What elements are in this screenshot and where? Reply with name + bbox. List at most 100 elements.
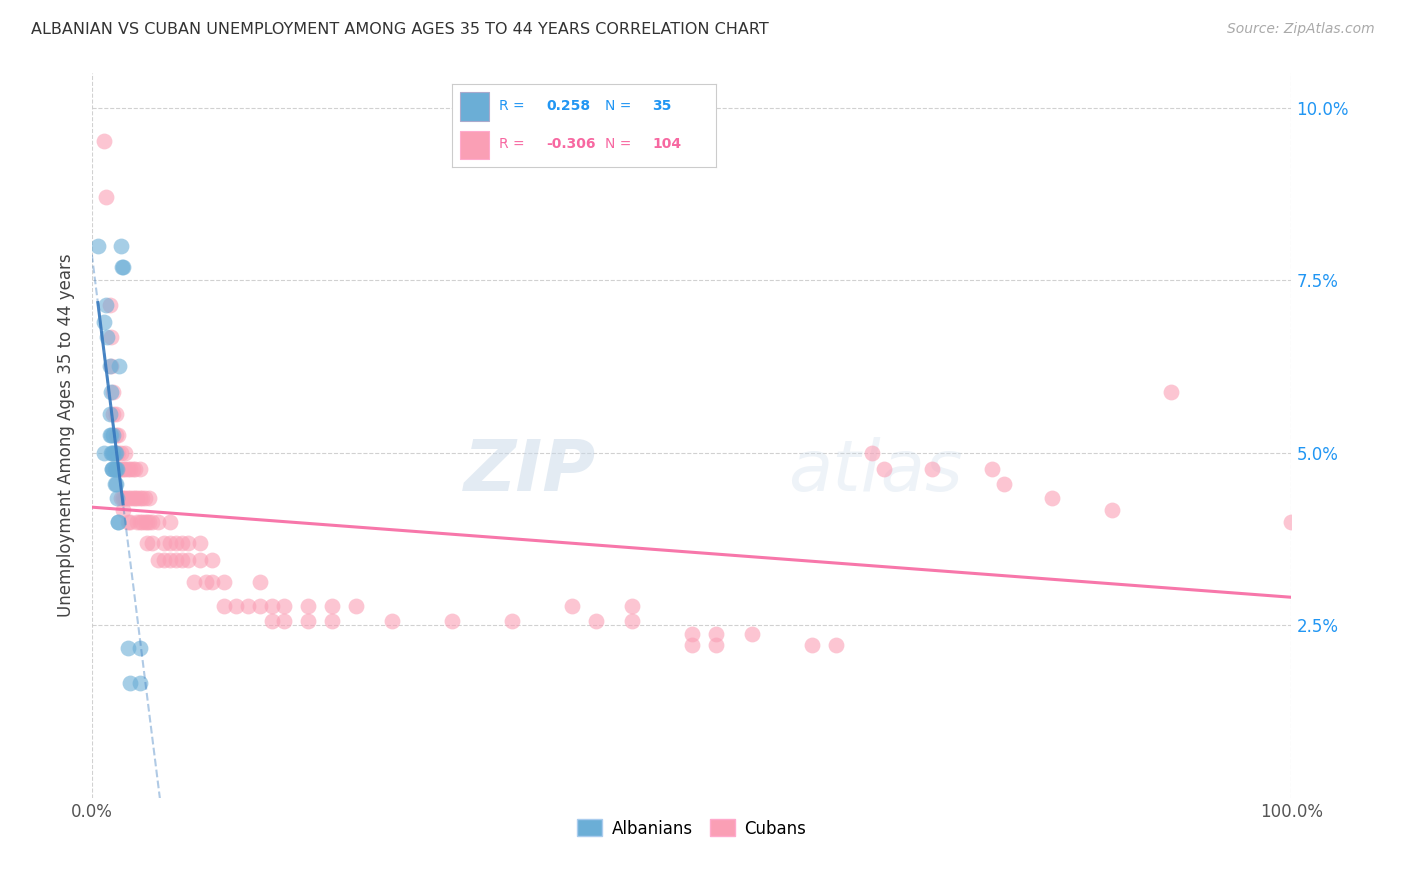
Point xyxy=(138,515,160,529)
Point xyxy=(1281,515,1303,529)
Point xyxy=(107,515,129,529)
Text: ZIP: ZIP xyxy=(464,437,596,507)
Point xyxy=(260,599,283,614)
Point xyxy=(103,446,125,460)
Point xyxy=(980,462,1002,476)
Point xyxy=(128,462,150,476)
Point xyxy=(96,190,118,204)
Point xyxy=(107,446,129,460)
Point xyxy=(297,599,319,614)
Point xyxy=(188,553,211,567)
Point xyxy=(103,462,125,476)
Point xyxy=(273,615,295,629)
Point xyxy=(146,515,169,529)
Point xyxy=(124,462,146,476)
Point xyxy=(138,491,160,505)
Point xyxy=(620,599,643,614)
Point xyxy=(273,599,295,614)
Point xyxy=(117,462,139,476)
Point xyxy=(297,615,319,629)
Point xyxy=(128,675,150,690)
Point xyxy=(96,298,118,312)
Point xyxy=(101,462,124,476)
Point xyxy=(87,238,110,252)
Point xyxy=(112,462,135,476)
Point xyxy=(100,330,122,344)
Point xyxy=(100,385,122,400)
Point xyxy=(107,462,129,476)
Point xyxy=(993,476,1015,491)
Point xyxy=(177,553,200,567)
Point xyxy=(111,260,134,274)
Point xyxy=(260,615,283,629)
Point xyxy=(120,515,142,529)
Point xyxy=(134,515,156,529)
Point xyxy=(440,615,463,629)
Point xyxy=(127,515,149,529)
Point xyxy=(159,535,181,549)
Point xyxy=(128,641,150,656)
Point xyxy=(128,491,150,505)
Point xyxy=(93,134,115,148)
Point xyxy=(236,599,259,614)
Point xyxy=(501,615,523,629)
Point xyxy=(170,553,193,567)
Point xyxy=(93,315,115,329)
Point xyxy=(101,446,124,460)
Point xyxy=(194,574,217,589)
Point xyxy=(93,446,115,460)
Point xyxy=(98,298,121,312)
Point xyxy=(188,535,211,549)
Point xyxy=(321,599,343,614)
Point xyxy=(107,515,129,529)
Point xyxy=(1040,491,1063,505)
Point xyxy=(120,462,142,476)
Point xyxy=(112,503,135,517)
Point xyxy=(321,615,343,629)
Point xyxy=(120,675,142,690)
Point xyxy=(104,446,127,460)
Point xyxy=(136,515,159,529)
Point xyxy=(104,476,127,491)
Point xyxy=(381,615,404,629)
Point xyxy=(824,638,846,652)
Point xyxy=(681,638,703,652)
Point xyxy=(1101,503,1123,517)
Point xyxy=(741,627,763,641)
Point xyxy=(249,574,271,589)
Point xyxy=(104,428,127,442)
Point xyxy=(212,599,235,614)
Point xyxy=(141,515,163,529)
Point xyxy=(561,599,583,614)
Point xyxy=(117,515,139,529)
Point xyxy=(131,515,153,529)
Point xyxy=(114,462,136,476)
Point xyxy=(100,359,122,374)
Point xyxy=(110,238,132,252)
Point xyxy=(108,359,131,374)
Legend: Albanians, Cubans: Albanians, Cubans xyxy=(571,813,813,844)
Text: ALBANIAN VS CUBAN UNEMPLOYMENT AMONG AGES 35 TO 44 YEARS CORRELATION CHART: ALBANIAN VS CUBAN UNEMPLOYMENT AMONG AGE… xyxy=(31,22,769,37)
Point xyxy=(110,491,132,505)
Text: atlas: atlas xyxy=(787,437,962,507)
Point xyxy=(114,446,136,460)
Text: Source: ZipAtlas.com: Source: ZipAtlas.com xyxy=(1227,22,1375,37)
Point xyxy=(101,462,124,476)
Point xyxy=(128,515,150,529)
Point xyxy=(112,491,135,505)
Point xyxy=(127,491,149,505)
Point xyxy=(1160,385,1182,400)
Point xyxy=(134,491,156,505)
Point xyxy=(183,574,205,589)
Point xyxy=(860,446,883,460)
Y-axis label: Unemployment Among Ages 35 to 44 years: Unemployment Among Ages 35 to 44 years xyxy=(58,253,75,617)
Point xyxy=(104,462,127,476)
Point xyxy=(585,615,607,629)
Point xyxy=(177,535,200,549)
Point xyxy=(98,407,121,421)
Point xyxy=(165,553,187,567)
Point xyxy=(124,491,146,505)
Point xyxy=(704,627,727,641)
Point xyxy=(212,574,235,589)
Point xyxy=(110,462,132,476)
